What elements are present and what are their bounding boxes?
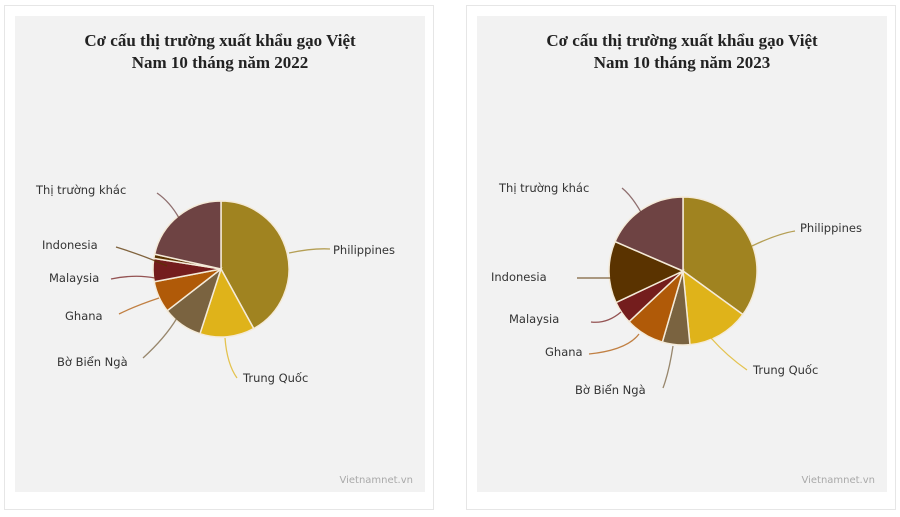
- leader-line: [288, 248, 331, 254]
- slice-label: Thị trường khác: [35, 183, 126, 197]
- slice-label: Trung Quốc: [752, 363, 818, 377]
- pie-chart-2022: Philippines Trung Quốc Bờ Biển Ngà Ghana Mal…: [35, 183, 395, 385]
- chart-panel-2022: Cơ cấu thị trường xuất khẩu gạo Việt Nam…: [4, 5, 434, 510]
- pie-slice: [682, 269, 744, 346]
- slice-label: Bờ Biển Ngà: [57, 355, 128, 369]
- leader-line: [115, 246, 168, 267]
- plot-area-2022: Cơ cấu thị trường xuất khẩu gạo Việt Nam…: [15, 16, 425, 492]
- slice-label: Malaysia: [509, 312, 559, 326]
- slice-label: Thị trường khác: [498, 181, 589, 195]
- leader-line: [118, 297, 160, 315]
- slice-label: Bờ Biển Ngà: [575, 383, 646, 397]
- leader-line: [224, 337, 238, 379]
- pie-slice: [614, 196, 684, 273]
- slice-label: Indonesia: [491, 270, 547, 284]
- leader-line: [156, 192, 180, 219]
- slice-label: Malaysia: [49, 271, 99, 285]
- pie-slice: [608, 240, 685, 304]
- leader-line: [110, 275, 156, 280]
- leader-line: [710, 337, 748, 371]
- source-credit: Vietnamnet.vn: [801, 475, 875, 486]
- pie-slice: [682, 196, 758, 316]
- pie-slice: [220, 200, 290, 330]
- pie-slice: [199, 267, 255, 338]
- slice-label: Philippines: [800, 221, 862, 235]
- slice-label: Ghana: [65, 309, 103, 323]
- plot-area-2023: Cơ cấu thị trường xuất khẩu gạo Việt Nam…: [477, 16, 887, 492]
- leader-line: [590, 311, 622, 323]
- leader-line: [142, 317, 178, 359]
- leader-line: [662, 345, 674, 389]
- chart-title-2022: Cơ cấu thị trường xuất khẩu gạo Việt Nam…: [15, 30, 425, 74]
- chart-title-line2: Nam 10 tháng năm 2022: [131, 53, 309, 72]
- slice-label: Trung Quốc: [242, 371, 308, 385]
- slice-label: Indonesia: [42, 238, 98, 252]
- pie-chart-2023: Philippines Trung Quốc Bờ Biển Ngà Ghana Mal…: [491, 181, 862, 397]
- chart-title-line2: Nam 10 tháng năm 2023: [593, 53, 771, 72]
- source-credit: Vietnamnet.vn: [339, 475, 413, 486]
- chart-title-line1: Cơ cấu thị trường xuất khẩu gạo Việt: [546, 31, 818, 50]
- slice-label: Ghana: [545, 345, 583, 359]
- slice-label: Philippines: [333, 243, 395, 257]
- leader-line: [588, 333, 640, 355]
- leader-line: [751, 230, 796, 247]
- chart-panel-2023: Cơ cấu thị trường xuất khẩu gạo Việt Nam…: [466, 5, 896, 510]
- chart-title-2023: Cơ cấu thị trường xuất khẩu gạo Việt Nam…: [477, 30, 887, 74]
- leader-line: [621, 187, 643, 215]
- chart-title-line1: Cơ cấu thị trường xuất khẩu gạo Việt: [84, 31, 356, 50]
